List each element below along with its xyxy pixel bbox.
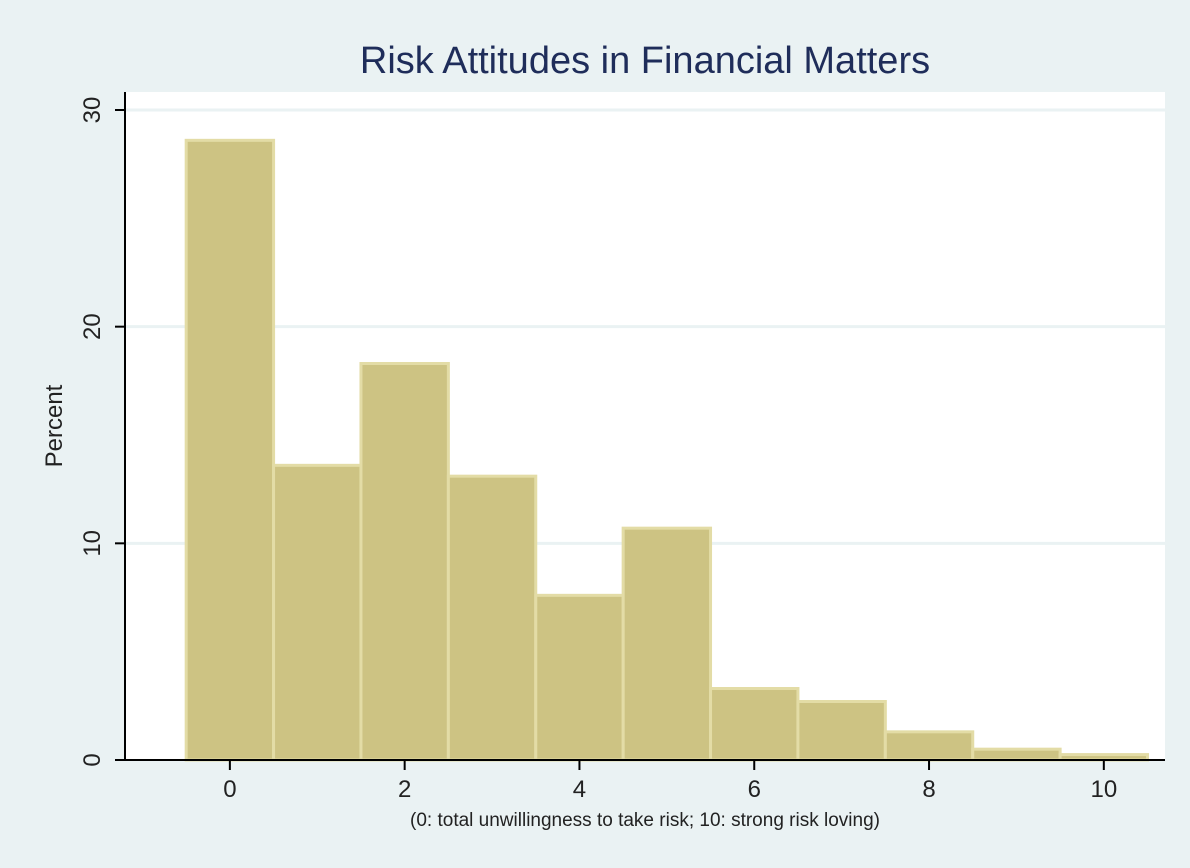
bar-0 (184, 138, 276, 762)
y-tick-label-30: 30 (79, 97, 106, 124)
bar-1 (272, 463, 363, 762)
x-tick-label-4: 4 (573, 776, 586, 803)
chart-title: Risk Attitudes in Financial Matters (360, 40, 930, 82)
axes (115, 92, 1165, 770)
x-axis-label: (0: total unwillingness to take risk; 10… (410, 810, 880, 831)
x-tick-label-2: 2 (398, 776, 411, 803)
x-tick-label-6: 6 (748, 776, 761, 803)
y-tick-label-10: 10 (79, 530, 106, 557)
bars (184, 138, 1150, 762)
bar-8 (883, 730, 975, 762)
bar-3 (446, 474, 538, 762)
bar-4 (534, 593, 625, 762)
bar-5 (621, 526, 713, 762)
tick-labels: 0 10 20 30 0 2 4 6 8 10 (79, 97, 1117, 803)
y-tick-label-0: 0 (79, 753, 106, 766)
x-tick-label-0: 0 (223, 776, 236, 803)
y-axis-label: Percent (41, 384, 68, 467)
bar-6 (709, 687, 800, 762)
bar-2 (359, 362, 450, 762)
y-tick-label-20: 20 (79, 313, 106, 340)
bar-7 (796, 700, 887, 762)
x-tick-label-10: 10 (1090, 776, 1117, 803)
bar-9 (971, 747, 1062, 762)
x-tick-label-8: 8 (922, 776, 935, 803)
